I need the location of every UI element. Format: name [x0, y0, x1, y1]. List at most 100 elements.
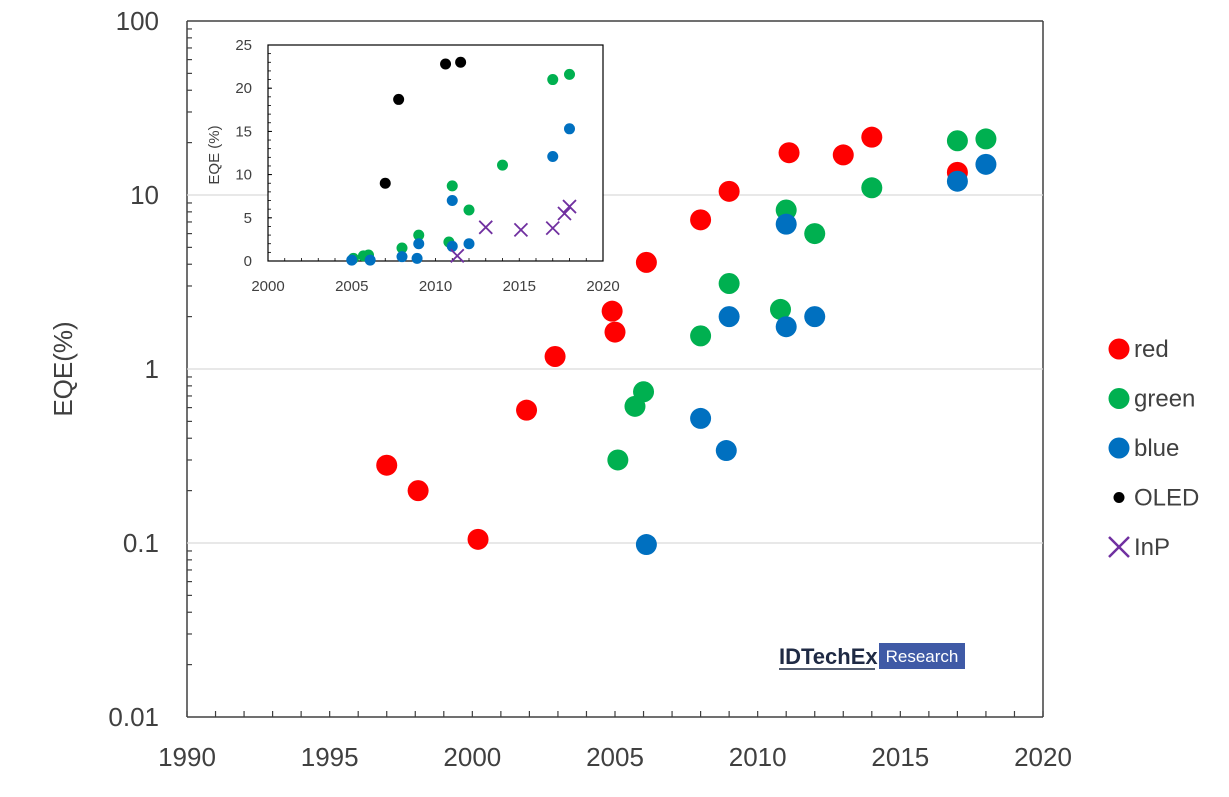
inset-green-point	[564, 68, 575, 80]
idtechex-logo: IDTechEx Research	[779, 643, 965, 670]
legend-item-inp: InP	[1108, 534, 1170, 561]
blue-point	[635, 534, 657, 556]
inset-blue-point	[446, 195, 458, 207]
legend-item-red: red	[1108, 336, 1169, 363]
logo-research: Research	[886, 647, 959, 666]
inset-x-tick-label: 2020	[586, 278, 619, 295]
legend-label: blue	[1134, 435, 1179, 462]
y-tick-label: 0.01	[108, 702, 159, 732]
legend-marker	[1108, 338, 1130, 360]
legend-marker	[1108, 437, 1130, 459]
legend-label: green	[1134, 386, 1195, 413]
red-point	[690, 209, 712, 231]
inset-background	[267, 44, 604, 262]
green-point	[607, 449, 629, 471]
green-point	[633, 381, 655, 403]
red-point	[544, 345, 566, 367]
inset-y-tick-label: 10	[235, 167, 252, 184]
red-point	[407, 480, 429, 502]
red-point	[604, 321, 626, 343]
inset-y-tick-label: 15	[235, 123, 252, 140]
blue-point	[690, 407, 712, 429]
y-tick-label: 100	[116, 6, 159, 36]
legend-item-oled: OLED	[1113, 485, 1199, 512]
blue-point	[775, 316, 797, 338]
red-point	[601, 300, 623, 322]
green-point	[975, 128, 997, 150]
x-tick-label: 1990	[158, 742, 216, 772]
inset-y-tick-label: 25	[235, 37, 252, 54]
inset-oled-point	[393, 93, 405, 105]
inp-cross-point	[450, 248, 465, 263]
inset-plot: 0 5 10 15 20 25 2000 2005 2010 2015 2020 EQE (%)	[206, 37, 620, 295]
inset-green-point	[396, 242, 408, 254]
green-point	[690, 325, 712, 347]
y-tick-label: 0.1	[123, 528, 159, 558]
x-tick-label: 2000	[443, 742, 501, 772]
legend-item-blue: blue	[1108, 435, 1179, 462]
inset-green-point	[413, 229, 425, 241]
blue-point	[975, 153, 997, 175]
inset-blue-point	[564, 123, 575, 135]
inset-y-tick-label: 20	[235, 80, 252, 97]
legend-label: OLED	[1134, 485, 1199, 512]
inset-blue-point	[411, 252, 423, 264]
blue-point	[804, 306, 826, 328]
inset-x-tick-label: 2005	[335, 278, 368, 295]
inset-blue-point	[346, 254, 358, 266]
blue-point	[718, 306, 740, 328]
inset-green-point	[497, 159, 508, 171]
blue-point	[946, 170, 968, 192]
blue-point	[775, 213, 797, 235]
red-point	[516, 399, 538, 421]
red-point	[376, 454, 398, 476]
inset-oled-point	[379, 177, 391, 189]
red-point	[635, 251, 657, 273]
legend-label: red	[1134, 336, 1169, 363]
inset-blue-point	[547, 150, 559, 162]
legend-label: InP	[1134, 534, 1170, 561]
inp-cross-point	[513, 222, 529, 238]
red-point	[832, 144, 854, 166]
legend: red green blue OLED InP	[1108, 336, 1199, 561]
inset-green-point	[463, 204, 475, 216]
green-point	[804, 223, 826, 245]
legend-marker	[1108, 388, 1130, 409]
x-tick-label: 2015	[871, 742, 929, 772]
x-tick-label: 2005	[586, 742, 644, 772]
red-point	[467, 528, 489, 550]
green-point	[946, 130, 968, 152]
red-point	[861, 126, 883, 148]
x-tick-label: 2020	[1014, 742, 1072, 772]
inset-x-tick-label: 2010	[419, 278, 452, 295]
legend-marker	[1108, 536, 1130, 558]
inset-x-tick-label: 2000	[251, 278, 284, 295]
logo-brand: IDTechEx	[779, 644, 878, 669]
green-point	[718, 273, 740, 295]
green-point	[861, 177, 883, 199]
x-tick-label: 2010	[729, 742, 787, 772]
inset-y-tick-label: 0	[244, 253, 252, 270]
y-axis-title: EQE(%)	[48, 321, 78, 416]
red-point	[778, 142, 800, 164]
inp-cross-point	[478, 220, 493, 235]
y-tick-label: 10	[130, 180, 159, 210]
inset-blue-point	[463, 238, 475, 250]
legend-marker	[1113, 492, 1125, 503]
inset-x-tick-label: 2015	[503, 278, 536, 295]
inset-blue-point	[413, 238, 425, 250]
inp-cross-point	[557, 206, 572, 221]
red-point	[718, 180, 740, 202]
inset-blue-point	[364, 254, 376, 266]
inp-cross-point	[545, 221, 560, 236]
x-tick-label: 1995	[301, 742, 359, 772]
inset-oled-point	[455, 56, 467, 68]
inset-y-axis-title: EQE (%)	[206, 125, 223, 184]
inset-blue-point	[396, 251, 408, 263]
logo-research-box	[879, 643, 965, 669]
inp-cross-point	[562, 199, 577, 214]
inset-green-point	[446, 180, 458, 192]
legend-item-green: green	[1108, 386, 1195, 413]
